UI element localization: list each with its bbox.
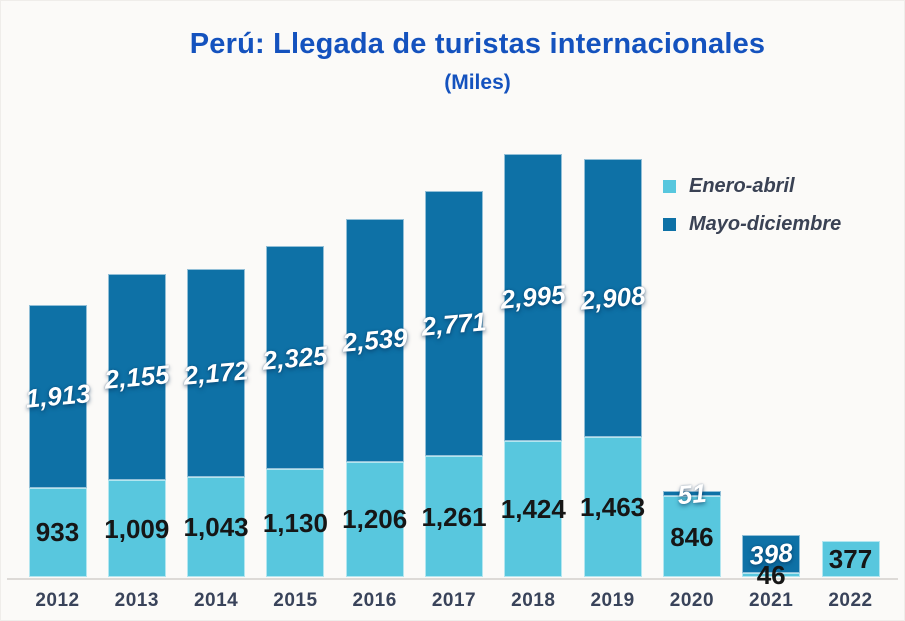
bar-segment-mayo-diciembre-2014	[187, 269, 246, 478]
x-axis-label-2021: 2021	[749, 590, 794, 611]
bar-segment-enero-abril-2012	[28, 487, 87, 577]
legend: Enero-abril Mayo-diciembre	[663, 175, 841, 236]
x-axis-label-2016: 2016	[352, 590, 397, 611]
value-label-enero-abril-2022: 377	[828, 543, 873, 574]
bar-segment-enero-abril-2016	[345, 461, 404, 577]
value-label-enero-abril-2020: 846	[670, 521, 714, 552]
legend-item-mayo-diciembre: Mayo-diciembre	[663, 213, 841, 236]
value-label-enero-abril-2021: 46	[756, 559, 786, 590]
value-label-enero-abril-2018: 1,424	[500, 493, 566, 524]
bar-segment-mayo-diciembre-2013	[107, 274, 166, 481]
value-label-mayo-diciembre-2021: 398	[748, 536, 795, 571]
bar-segment-enero-abril-2022	[821, 540, 880, 577]
value-label-enero-abril-2013: 1,009	[104, 513, 170, 544]
legend-swatch-mayo-diciembre-icon	[663, 218, 676, 231]
bar-segment-mayo-diciembre-2017	[425, 191, 483, 457]
chart-subtitle: (Miles)	[444, 71, 511, 94]
legend-label-enero-abril: Enero-abril	[689, 175, 795, 197]
bar-segment-mayo-diciembre-2019	[583, 158, 642, 437]
value-label-mayo-diciembre-2018: 2,995	[499, 279, 568, 316]
x-axis-label-2019: 2019	[590, 590, 635, 611]
value-label-enero-abril-2017: 1,261	[421, 501, 487, 532]
legend-label-mayo-diciembre: Mayo-diciembre	[689, 213, 842, 235]
bar-segment-mayo-diciembre-2020	[662, 491, 721, 497]
value-label-mayo-diciembre-2012: 1,913	[23, 378, 92, 414]
bar-segment-enero-abril-2014	[187, 477, 246, 577]
value-label-mayo-diciembre-2016: 2,539	[340, 322, 409, 358]
x-axis-label-2012: 2012	[35, 590, 80, 611]
value-label-mayo-diciembre-2017: 2,771	[420, 305, 488, 342]
value-label-mayo-diciembre-2015: 2,325	[261, 339, 330, 376]
value-label-mayo-diciembre-2019: 2,908	[578, 280, 647, 316]
value-label-mayo-diciembre-2014: 2,172	[182, 355, 250, 391]
bar-segment-enero-abril-2020	[662, 496, 721, 577]
x-axis-label-2017: 2017	[431, 590, 477, 611]
bar-segment-mayo-diciembre-2018	[504, 154, 563, 441]
x-axis-label-2022: 2022	[828, 590, 873, 611]
x-axis-line	[7, 578, 898, 580]
value-label-enero-abril-2012: 933	[35, 517, 80, 548]
value-label-mayo-diciembre-2020: 51	[676, 477, 708, 510]
value-label-enero-abril-2015: 1,130	[262, 507, 328, 538]
value-label-enero-abril-2019: 1,463	[580, 491, 646, 522]
x-axis-label-2020: 2020	[669, 590, 715, 611]
bar-segment-mayo-diciembre-2012	[28, 304, 87, 488]
x-axis-label-2013: 2013	[114, 590, 159, 611]
bar-segment-enero-abril-2015	[266, 468, 325, 577]
bar-segment-mayo-diciembre-2015	[266, 246, 325, 469]
chart-title: Perú: Llegada de turistas internacionale…	[189, 28, 766, 60]
bar-segment-enero-abril-2013	[107, 480, 166, 577]
bar-segment-mayo-diciembre-2016	[345, 218, 404, 462]
bar-segment-mayo-diciembre-2021	[742, 534, 801, 573]
x-axis-label-2015: 2015	[273, 590, 318, 611]
bar-segment-enero-abril-2021	[742, 572, 801, 577]
bar-segment-enero-abril-2018	[504, 440, 563, 577]
value-label-enero-abril-2016: 1,206	[342, 504, 408, 535]
value-label-mayo-diciembre-2013: 2,155	[103, 359, 171, 396]
legend-swatch-enero-abril-icon	[663, 180, 676, 193]
x-axis-label-2018: 2018	[511, 590, 556, 611]
legend-item-enero-abril: Enero-abril	[663, 175, 841, 198]
x-axis-label-2014: 2014	[193, 590, 239, 611]
value-label-enero-abril-2014: 1,043	[183, 512, 249, 543]
bar-segment-enero-abril-2017	[425, 456, 483, 577]
bar-segment-enero-abril-2019	[583, 436, 642, 577]
